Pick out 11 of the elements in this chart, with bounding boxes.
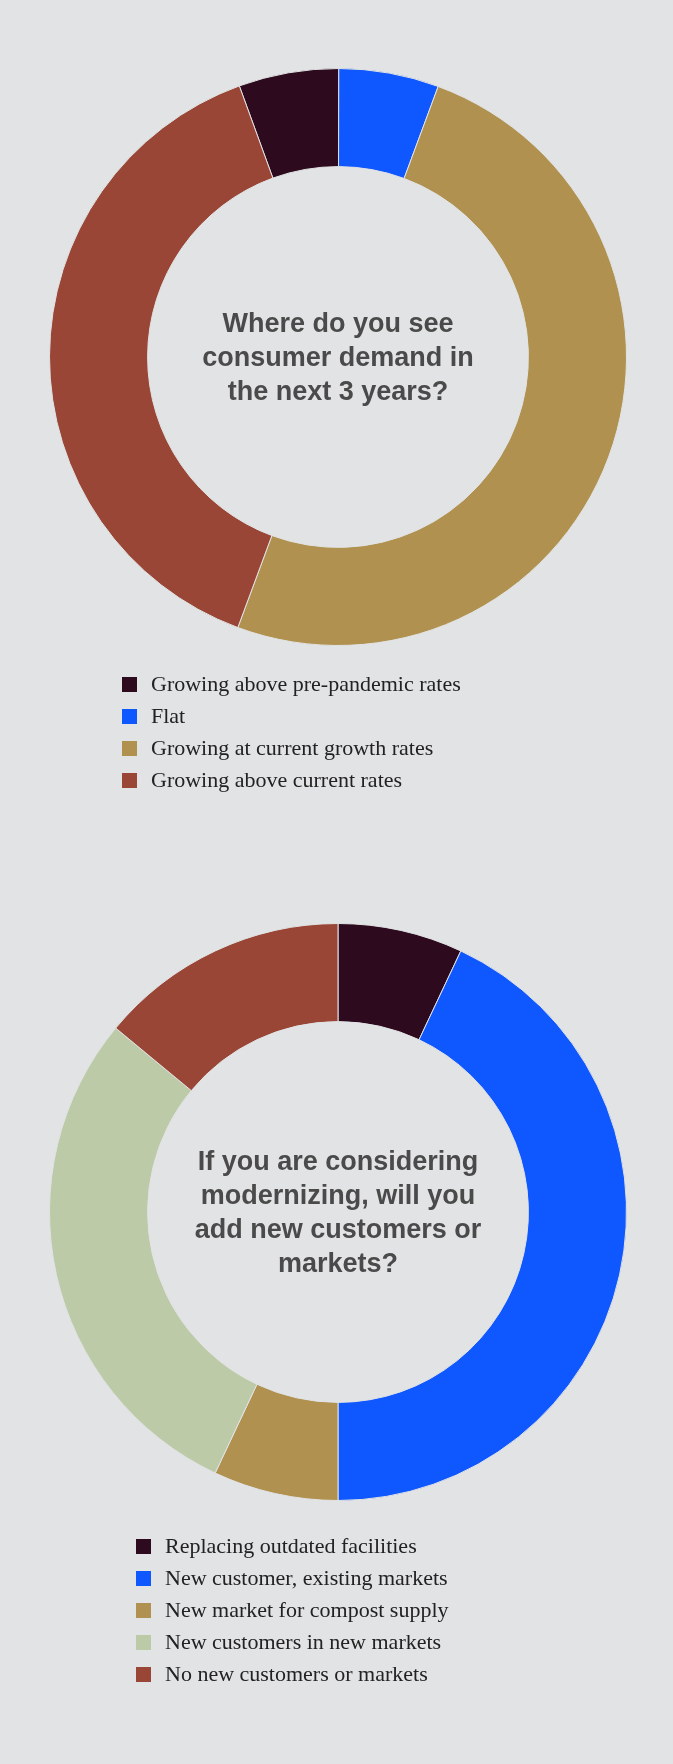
legend-label: Growing above pre-pandemic rates	[151, 671, 461, 697]
text: If you are considering modernizing, will you add new customers or markets?	[193, 1145, 483, 1280]
legend-label: No new customers or markets	[165, 1661, 428, 1687]
legend-label: Growing at current growth rates	[151, 735, 434, 761]
legend-label: New market for compost supply	[165, 1597, 449, 1623]
legend-label: Flat	[151, 703, 186, 729]
legend-label: New customer, existing markets	[165, 1565, 448, 1591]
legend-label: Replacing outdated facilities	[165, 1533, 417, 1559]
legend-label: New customers in new markets	[165, 1629, 442, 1655]
legend-label: Growing above current rates	[151, 767, 403, 793]
text: Where do you see consumer demand in the next 3 years?	[201, 307, 475, 408]
